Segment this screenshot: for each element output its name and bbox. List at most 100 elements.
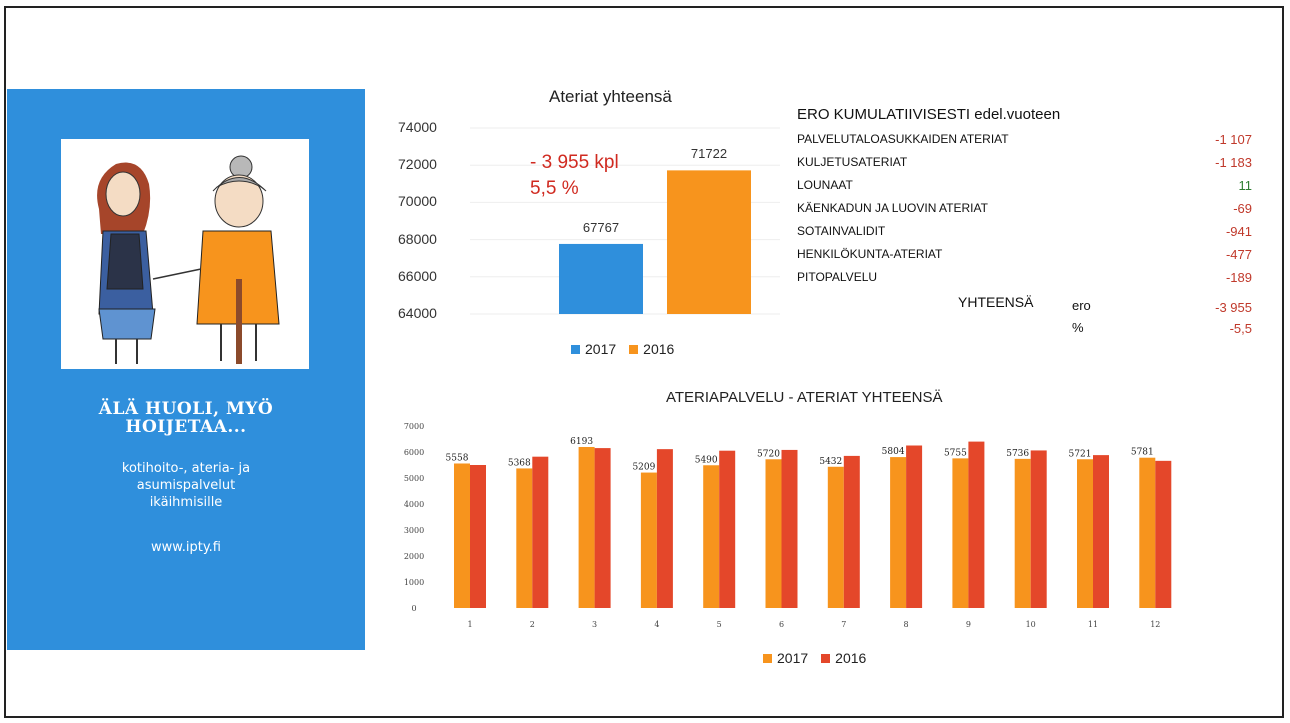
bar-2017-10 <box>1014 458 1031 608</box>
y-tick-label: 1000 <box>404 578 424 587</box>
row-value: -1 183 <box>1215 155 1252 170</box>
bar-data-label: 5755 <box>944 448 967 458</box>
row-label: PALVELUTALOASUKKAIDEN ATERIAT <box>797 132 1009 146</box>
bar-2017-4 <box>640 472 657 608</box>
x-tick-label: 2 <box>530 620 535 629</box>
bar-data-label: 5209 <box>632 463 655 473</box>
table-row: PITOPALVELU -189 <box>797 270 1252 292</box>
illustration <box>61 139 309 369</box>
y-tick-label: 3000 <box>404 526 424 535</box>
slogan-line-2: HOIJETAA... <box>125 417 247 437</box>
row-label: KÄENKADUN JA LUOVIN ATERIAT <box>797 201 988 215</box>
legend-swatch-2016 <box>629 344 639 354</box>
top-chart-legend: 2017 2016 <box>571 341 674 357</box>
table-row: PALVELUTALOASUKKAIDEN ATERIAT -1 107 <box>797 132 1252 154</box>
bar-data-label: 5368 <box>508 458 531 468</box>
bar-data-label: 5720 <box>757 449 780 459</box>
row-value: -477 <box>1225 247 1252 262</box>
y-tick-label: 68000 <box>398 230 437 247</box>
x-tick-label: 3 <box>592 620 597 629</box>
bar-2016-6 <box>781 449 798 608</box>
difference-percent: 5,5 % <box>530 178 579 199</box>
y-tick-label: 0 <box>411 604 416 613</box>
x-tick-label: 1 <box>467 620 472 629</box>
row-label: SOTAINVALIDIT <box>797 224 886 238</box>
legend-label-2017: 2017 <box>585 341 617 357</box>
table-row: LOUNAAT 11 <box>797 178 1252 200</box>
bar-data-label: 71722 <box>690 146 728 162</box>
bar-2017-6 <box>765 459 782 608</box>
bar-2017-11 <box>1077 459 1093 608</box>
bar-data-label: 5736 <box>1006 449 1029 459</box>
y-tick-label: 4000 <box>404 500 424 509</box>
percent-label: % <box>1072 320 1084 335</box>
y-tick-label: 64000 <box>398 305 437 321</box>
row-value: -941 <box>1225 224 1252 239</box>
bar-2016-3 <box>594 448 611 608</box>
bar-2016-4 <box>656 449 673 608</box>
bar-2016-7 <box>843 455 860 608</box>
slogan: ÄLÄ HUOLI, MYÖ HOIJETAA... <box>7 400 365 436</box>
y-tick-label: 7000 <box>404 422 424 431</box>
y-tick-label: 6000 <box>404 448 424 457</box>
ero-label: ero <box>1072 298 1091 313</box>
bar-2016-2 <box>532 456 549 608</box>
legend-swatch-2016 <box>821 653 831 663</box>
legend-swatch-2017 <box>763 653 772 663</box>
services-line-2: asumispalvelut <box>136 478 236 493</box>
bar-data-label: 5804 <box>882 447 905 457</box>
bar-2017-3 <box>578 446 595 608</box>
row-value: -69 <box>1233 201 1252 216</box>
x-tick-label: 4 <box>654 620 659 629</box>
x-tick-label: 9 <box>966 620 971 629</box>
difference-amount: - 3 955 kpl <box>530 152 619 173</box>
row-label: HENKILÖKUNTA-ATERIAT <box>797 247 943 261</box>
slogan-line-1: ÄLÄ HUOLI, MYÖ <box>98 399 274 419</box>
bar-2017-1 <box>454 463 470 608</box>
bar-data-label: 67767 <box>582 219 620 235</box>
x-tick-label: 8 <box>904 620 909 629</box>
table-row: KÄENKADUN JA LUOVIN ATERIAT -69 <box>797 201 1252 223</box>
bar-2017 <box>559 243 643 314</box>
total-percent: -5,5 <box>1229 321 1252 336</box>
bar-data-label: 5432 <box>819 457 842 467</box>
x-tick-label: 12 <box>1150 620 1160 629</box>
bar-2016-10 <box>1030 450 1047 608</box>
bar-2016 <box>667 170 751 314</box>
y-tick-label: 2000 <box>404 552 424 561</box>
total-label: YHTEENSÄ <box>958 294 1034 310</box>
legend-label-2017: 2017 <box>777 650 809 666</box>
bar-2016-11 <box>1093 455 1109 608</box>
bar-2016-8 <box>906 445 923 608</box>
services-text: kotihoito-, ateria- ja asumispalvelut ik… <box>7 460 365 511</box>
bottom-chart-title: ATERIAPALVELU - ATERIAT YHTEENSÄ <box>666 389 943 406</box>
bar-2017-12 <box>1139 457 1156 608</box>
table-row: SOTAINVALIDIT -941 <box>797 224 1252 246</box>
legend-label-2016: 2016 <box>835 650 867 666</box>
legend-swatch-2017 <box>571 344 580 354</box>
y-tick-label: 72000 <box>398 156 437 173</box>
difference-callout: - 3 955 kpl 5,5 % <box>530 150 619 202</box>
bar-2016-12 <box>1155 460 1172 608</box>
table-row: KULJETUSATERIAT -1 183 <box>797 155 1252 177</box>
bar-2017-7 <box>827 466 844 608</box>
x-tick-label: 5 <box>717 620 722 629</box>
bar-2017-5 <box>703 465 720 608</box>
y-tick-label: 66000 <box>398 267 437 284</box>
table-title: ERO KUMULATIIVISESTI edel.vuoteen <box>797 106 1061 123</box>
x-tick-label: 11 <box>1088 620 1098 629</box>
bar-2017-8 <box>890 457 907 608</box>
bottom-chart-legend: 2017 2016 <box>763 650 866 666</box>
bar-2016-5 <box>719 450 736 608</box>
x-tick-label: 6 <box>779 620 784 629</box>
x-tick-label: 10 <box>1026 620 1036 629</box>
y-tick-label: 70000 <box>398 193 437 210</box>
website-link[interactable]: www.ipty.fi <box>151 540 221 555</box>
y-tick-label: 5000 <box>404 474 424 483</box>
row-label: PITOPALVELU <box>797 270 878 284</box>
top-chart-title: Ateriat yhteensä <box>549 87 672 106</box>
services-line-3: ikäihmisille <box>149 495 223 510</box>
row-value: -1 107 <box>1215 132 1252 147</box>
legend-label-2016: 2016 <box>643 341 675 357</box>
